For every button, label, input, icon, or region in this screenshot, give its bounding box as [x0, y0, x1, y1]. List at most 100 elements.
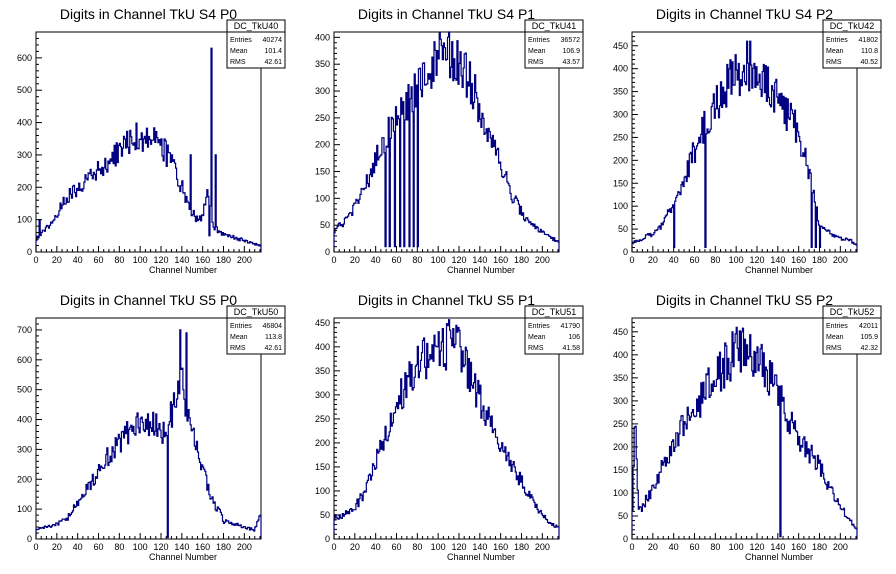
y-tick-label: 100: [315, 193, 330, 203]
y-tick-label: 300: [613, 110, 628, 120]
chart-title: Digits in Channel TkU S5 P1: [358, 292, 535, 308]
histogram-series: [35, 47, 262, 252]
stats-value: 42.61: [264, 345, 282, 352]
stats-label: Mean: [528, 48, 546, 55]
x-tick-label: 180: [812, 255, 827, 265]
y-tick-label: 0: [623, 247, 628, 257]
x-tick-label: 140: [472, 255, 487, 265]
x-axis-label: Channel Number: [745, 552, 813, 562]
y-tick-label: 400: [17, 415, 32, 425]
y-tick-label: 450: [613, 327, 628, 337]
y-tick-label: 300: [315, 86, 330, 96]
stats-box: [226, 19, 286, 69]
stats-box: [822, 19, 882, 69]
x-tick-label: 200: [535, 255, 550, 265]
x-tick-label: 120: [153, 542, 168, 552]
x-tick-label: 20: [648, 542, 658, 552]
y-tick-label: 350: [613, 373, 628, 383]
x-tick-label: 140: [174, 542, 189, 552]
y-tick-label: 50: [618, 224, 628, 234]
y-tick-label: 600: [17, 355, 32, 365]
y-tick-label: 250: [315, 414, 330, 424]
y-tick-label: 50: [618, 511, 628, 521]
y-tick-label: 100: [613, 201, 628, 211]
y-tick-label: 400: [613, 350, 628, 360]
stats-label: Mean: [528, 334, 546, 341]
y-tick-label: 150: [315, 167, 330, 177]
stats-value: 42011: [859, 323, 878, 330]
stats-value: 41790: [561, 323, 581, 330]
x-axis-label: Channel Number: [447, 552, 515, 562]
stats-value: 106.9: [562, 48, 580, 55]
x-tick-label: 0: [33, 542, 38, 552]
x-tick-label: 160: [791, 542, 806, 552]
x-tick-label: 180: [216, 255, 231, 265]
x-tick-label: 60: [391, 542, 401, 552]
y-tick-label: 250: [315, 113, 330, 123]
x-tick-label: 0: [331, 542, 336, 552]
stats-value: 105.9: [860, 334, 878, 341]
y-tick-label: 0: [623, 534, 628, 544]
y-tick-label: 0: [27, 534, 32, 544]
x-tick-label: 100: [133, 542, 148, 552]
stats-value: 40.52: [860, 59, 878, 66]
chart-title: Digits in Channel TkU S4 P2: [656, 6, 833, 22]
x-tick-label: 40: [669, 542, 679, 552]
chart-title: Digits in Channel TkU S5 P2: [656, 292, 833, 308]
stats-value: 41.58: [562, 345, 580, 352]
x-tick-label: 0: [331, 255, 336, 265]
y-tick-label: 350: [613, 87, 628, 97]
y-tick-label: 50: [320, 220, 330, 230]
y-tick-label: 200: [315, 438, 330, 448]
stats-name: DC_TkU51: [532, 307, 577, 317]
y-tick-label: 500: [17, 385, 32, 395]
stats-value: 106: [568, 334, 580, 341]
x-tick-label: 20: [350, 542, 360, 552]
stats-value: 40274: [263, 37, 283, 44]
x-tick-label: 120: [451, 255, 466, 265]
y-tick-label: 150: [613, 178, 628, 188]
x-tick-label: 20: [350, 255, 360, 265]
stats-label: Mean: [826, 334, 844, 341]
y-tick-label: 100: [17, 215, 32, 225]
x-tick-label: 160: [195, 255, 210, 265]
x-tick-label: 160: [791, 255, 806, 265]
y-tick-label: 450: [613, 41, 628, 51]
histogram-panel: Digits in Channel TkU S5 P0 0 20 40 60 80 100 1…: [17, 292, 286, 562]
histogram-series: [631, 40, 858, 252]
y-tick-label: 100: [17, 504, 32, 514]
x-tick-label: 160: [493, 542, 508, 552]
x-tick-label: 180: [514, 255, 529, 265]
x-tick-label: 120: [451, 542, 466, 552]
y-tick-label: 500: [17, 85, 32, 95]
x-tick-label: 60: [93, 542, 103, 552]
stats-box: [822, 305, 882, 355]
chart-title: Digits in Channel TkU S5 P0: [60, 292, 237, 308]
y-tick-label: 350: [315, 59, 330, 69]
x-tick-label: 40: [73, 542, 83, 552]
stats-label: Entries: [528, 323, 550, 330]
stats-value: 113.8: [265, 334, 282, 341]
plot-frame: [35, 317, 262, 540]
x-tick-label: 100: [431, 255, 446, 265]
x-axis-label: Channel Number: [447, 265, 515, 275]
y-tick-label: 0: [27, 247, 32, 257]
stats-label: Entries: [826, 323, 848, 330]
x-tick-label: 140: [770, 255, 785, 265]
y-tick-label: 0: [325, 247, 330, 257]
x-tick-label: 80: [412, 255, 422, 265]
stats-value: 42.61: [264, 59, 282, 66]
x-tick-label: 160: [493, 255, 508, 265]
x-tick-label: 100: [133, 255, 148, 265]
histogram-panel: Digits in Channel TkU S4 P1 0 20 40 60 80 100 1…: [315, 6, 584, 275]
stats-name: DC_TkU52: [830, 307, 875, 317]
y-tick-label: 400: [17, 118, 32, 128]
x-tick-label: 100: [729, 542, 744, 552]
y-tick-label: 350: [315, 366, 330, 376]
x-tick-label: 200: [535, 542, 550, 552]
stats-box: [226, 305, 286, 355]
stats-box: [524, 19, 584, 69]
y-tick-label: 700: [17, 325, 32, 335]
stats-label: RMS: [230, 345, 246, 352]
